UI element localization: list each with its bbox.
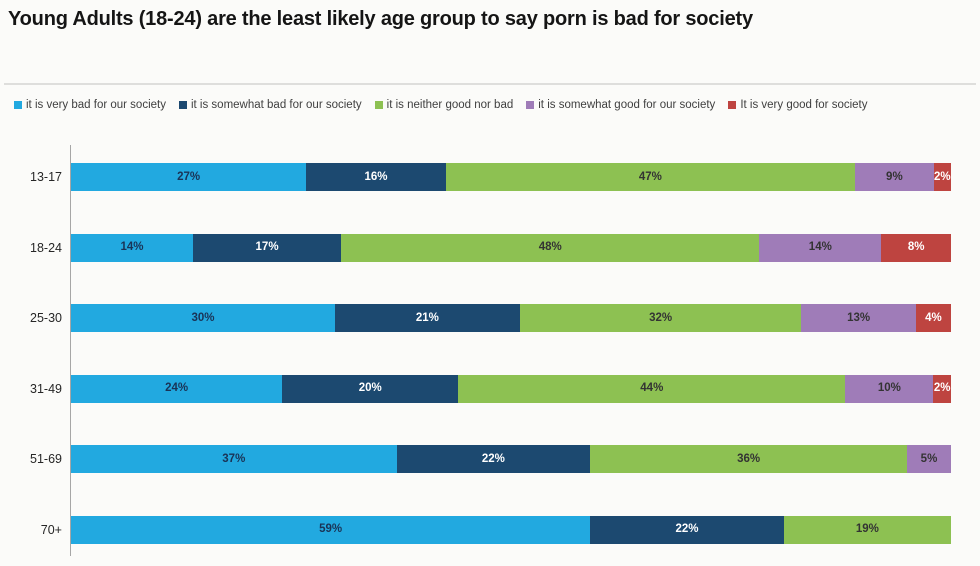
divider-line [4, 83, 976, 85]
category-label: 18-24 [30, 240, 62, 255]
bar-segment: 22% [396, 445, 591, 474]
bar-segment: 9% [855, 163, 934, 192]
bar-segment: 4% [915, 304, 951, 333]
bar-segment-label: 16% [364, 170, 388, 183]
bar-segment: 21% [335, 304, 520, 333]
category-label: 51-69 [30, 452, 62, 467]
bar-segment-label: 37% [222, 452, 246, 465]
bar-segment: 8% [881, 233, 952, 262]
bar-segment-label: 44% [640, 382, 664, 394]
legend-item: it is somewhat bad for our society [178, 99, 362, 111]
bar-segment-label: 22% [481, 452, 505, 465]
legend-item: it is very bad for our society [14, 99, 166, 111]
bar-segment-label: 14% [120, 241, 144, 253]
bar-row: 18-24 14% 17% 48% 14% 8% [0, 213, 980, 284]
bar-strip: 30% 21% 32% 13% 4% [71, 304, 951, 333]
bar-row: 25-30 30% 21% 32% 13% 4% [0, 283, 980, 354]
bar-segment-label: 32% [649, 311, 673, 324]
legend-swatch-icon [14, 101, 22, 109]
bar-row: 51-69 37% 22% 36% 5% [0, 424, 980, 495]
bar-segment: 13% [801, 304, 916, 333]
bar-segment: 22% [590, 515, 784, 544]
bar-segment-label: 2% [933, 170, 951, 183]
bar-segment: 14% [759, 233, 882, 262]
bar-strip: 14% 17% 48% 14% 8% [71, 233, 952, 262]
bar-segment-label: 9% [886, 170, 903, 183]
bar-segment: 37% [71, 445, 397, 474]
y-axis-line [70, 145, 71, 556]
bar-segment: 44% [458, 374, 846, 403]
bar-segment-label: 17% [255, 241, 279, 253]
chart-legend: it is very bad for our society it is some… [14, 99, 976, 111]
bar-row: 13-17 27% 16% 47% 9% 2% [0, 142, 980, 213]
bar-segment: 20% [282, 374, 459, 403]
bar-row: 70+ 59% 22% 19% [0, 495, 980, 566]
bar-segment-label: 59% [319, 523, 343, 535]
bar-segment: 2% [933, 374, 951, 403]
bar-segment: 2% [933, 163, 951, 192]
legend-swatch-icon [178, 101, 187, 109]
bar-segment-label: 14% [808, 241, 832, 253]
bar-segment: 5% [906, 445, 951, 474]
bar-segment-label: 30% [191, 311, 215, 324]
chart-title: Young Adults (18-24) are the least likel… [8, 8, 753, 30]
bar-segment-label: 13% [847, 311, 871, 324]
bar-segment-label: 21% [415, 311, 439, 324]
bar-segment-label: 20% [358, 382, 382, 394]
bar-segment: 32% [519, 304, 802, 333]
bar-segment-label: 8% [907, 241, 925, 253]
bar-row: 31-49 24% 20% 44% 10% 2% [0, 354, 980, 425]
legend-label: it is somewhat bad for our society [190, 99, 362, 111]
category-label: 13-17 [30, 170, 62, 185]
legend-label: it is somewhat good for our society [538, 99, 716, 111]
bar-segment-label: 27% [177, 170, 201, 183]
bar-segment-label: 36% [737, 452, 761, 465]
legend-swatch-icon [728, 101, 737, 109]
bar-segment-label: 19% [855, 523, 879, 535]
bar-segment: 16% [306, 163, 446, 192]
legend-item: it is neither good nor bad [374, 99, 514, 111]
bar-segment-label: 24% [165, 382, 189, 394]
legend-label: It is very good for society [740, 99, 868, 111]
bar-strip: 59% 22% 19% [71, 515, 951, 544]
bar-segment: 17% [192, 233, 342, 262]
category-label: 70+ [40, 522, 62, 537]
legend-item: it is somewhat good for our society [526, 99, 715, 111]
bar-segment: 24% [71, 374, 283, 403]
bar-segment: 59% [71, 515, 591, 544]
bar-segment: 19% [783, 515, 951, 544]
legend-label: it is very bad for our society [26, 99, 166, 111]
bar-segment-label: 22% [675, 523, 699, 535]
bar-segment-label: 10% [877, 382, 901, 394]
bar-segment-label: 4% [925, 311, 942, 324]
bar-segment-label: 2% [933, 382, 951, 394]
category-label: 31-49 [30, 381, 62, 396]
legend-item: It is very good for society [728, 99, 868, 111]
category-label: 25-30 [30, 311, 62, 326]
bar-segment: 14% [71, 233, 193, 262]
bar-segment: 30% [71, 304, 335, 333]
legend-swatch-icon [374, 101, 383, 109]
bar-strip: 37% 22% 36% 5% [71, 445, 951, 474]
bar-segment: 48% [341, 233, 760, 262]
stacked-bar-plot: 13-17 27% 16% 47% 9% 2% 18-24 14% 17% 48% 14% 8% 25-… [0, 142, 980, 566]
bar-strip: 27% 16% 47% 9% 2% [71, 163, 951, 192]
legend-swatch-icon [526, 101, 535, 109]
legend-label: it is neither good nor bad [386, 99, 514, 111]
bar-segment: 36% [590, 445, 907, 474]
bar-segment-label: 5% [920, 452, 938, 465]
bar-segment-label: 48% [538, 241, 562, 253]
bar-segment: 47% [445, 163, 856, 192]
bar-segment: 10% [845, 374, 934, 403]
bar-segment: 27% [71, 163, 307, 192]
bar-strip: 24% 20% 44% 10% 2% [71, 374, 951, 403]
bar-segment-label: 47% [638, 170, 662, 183]
